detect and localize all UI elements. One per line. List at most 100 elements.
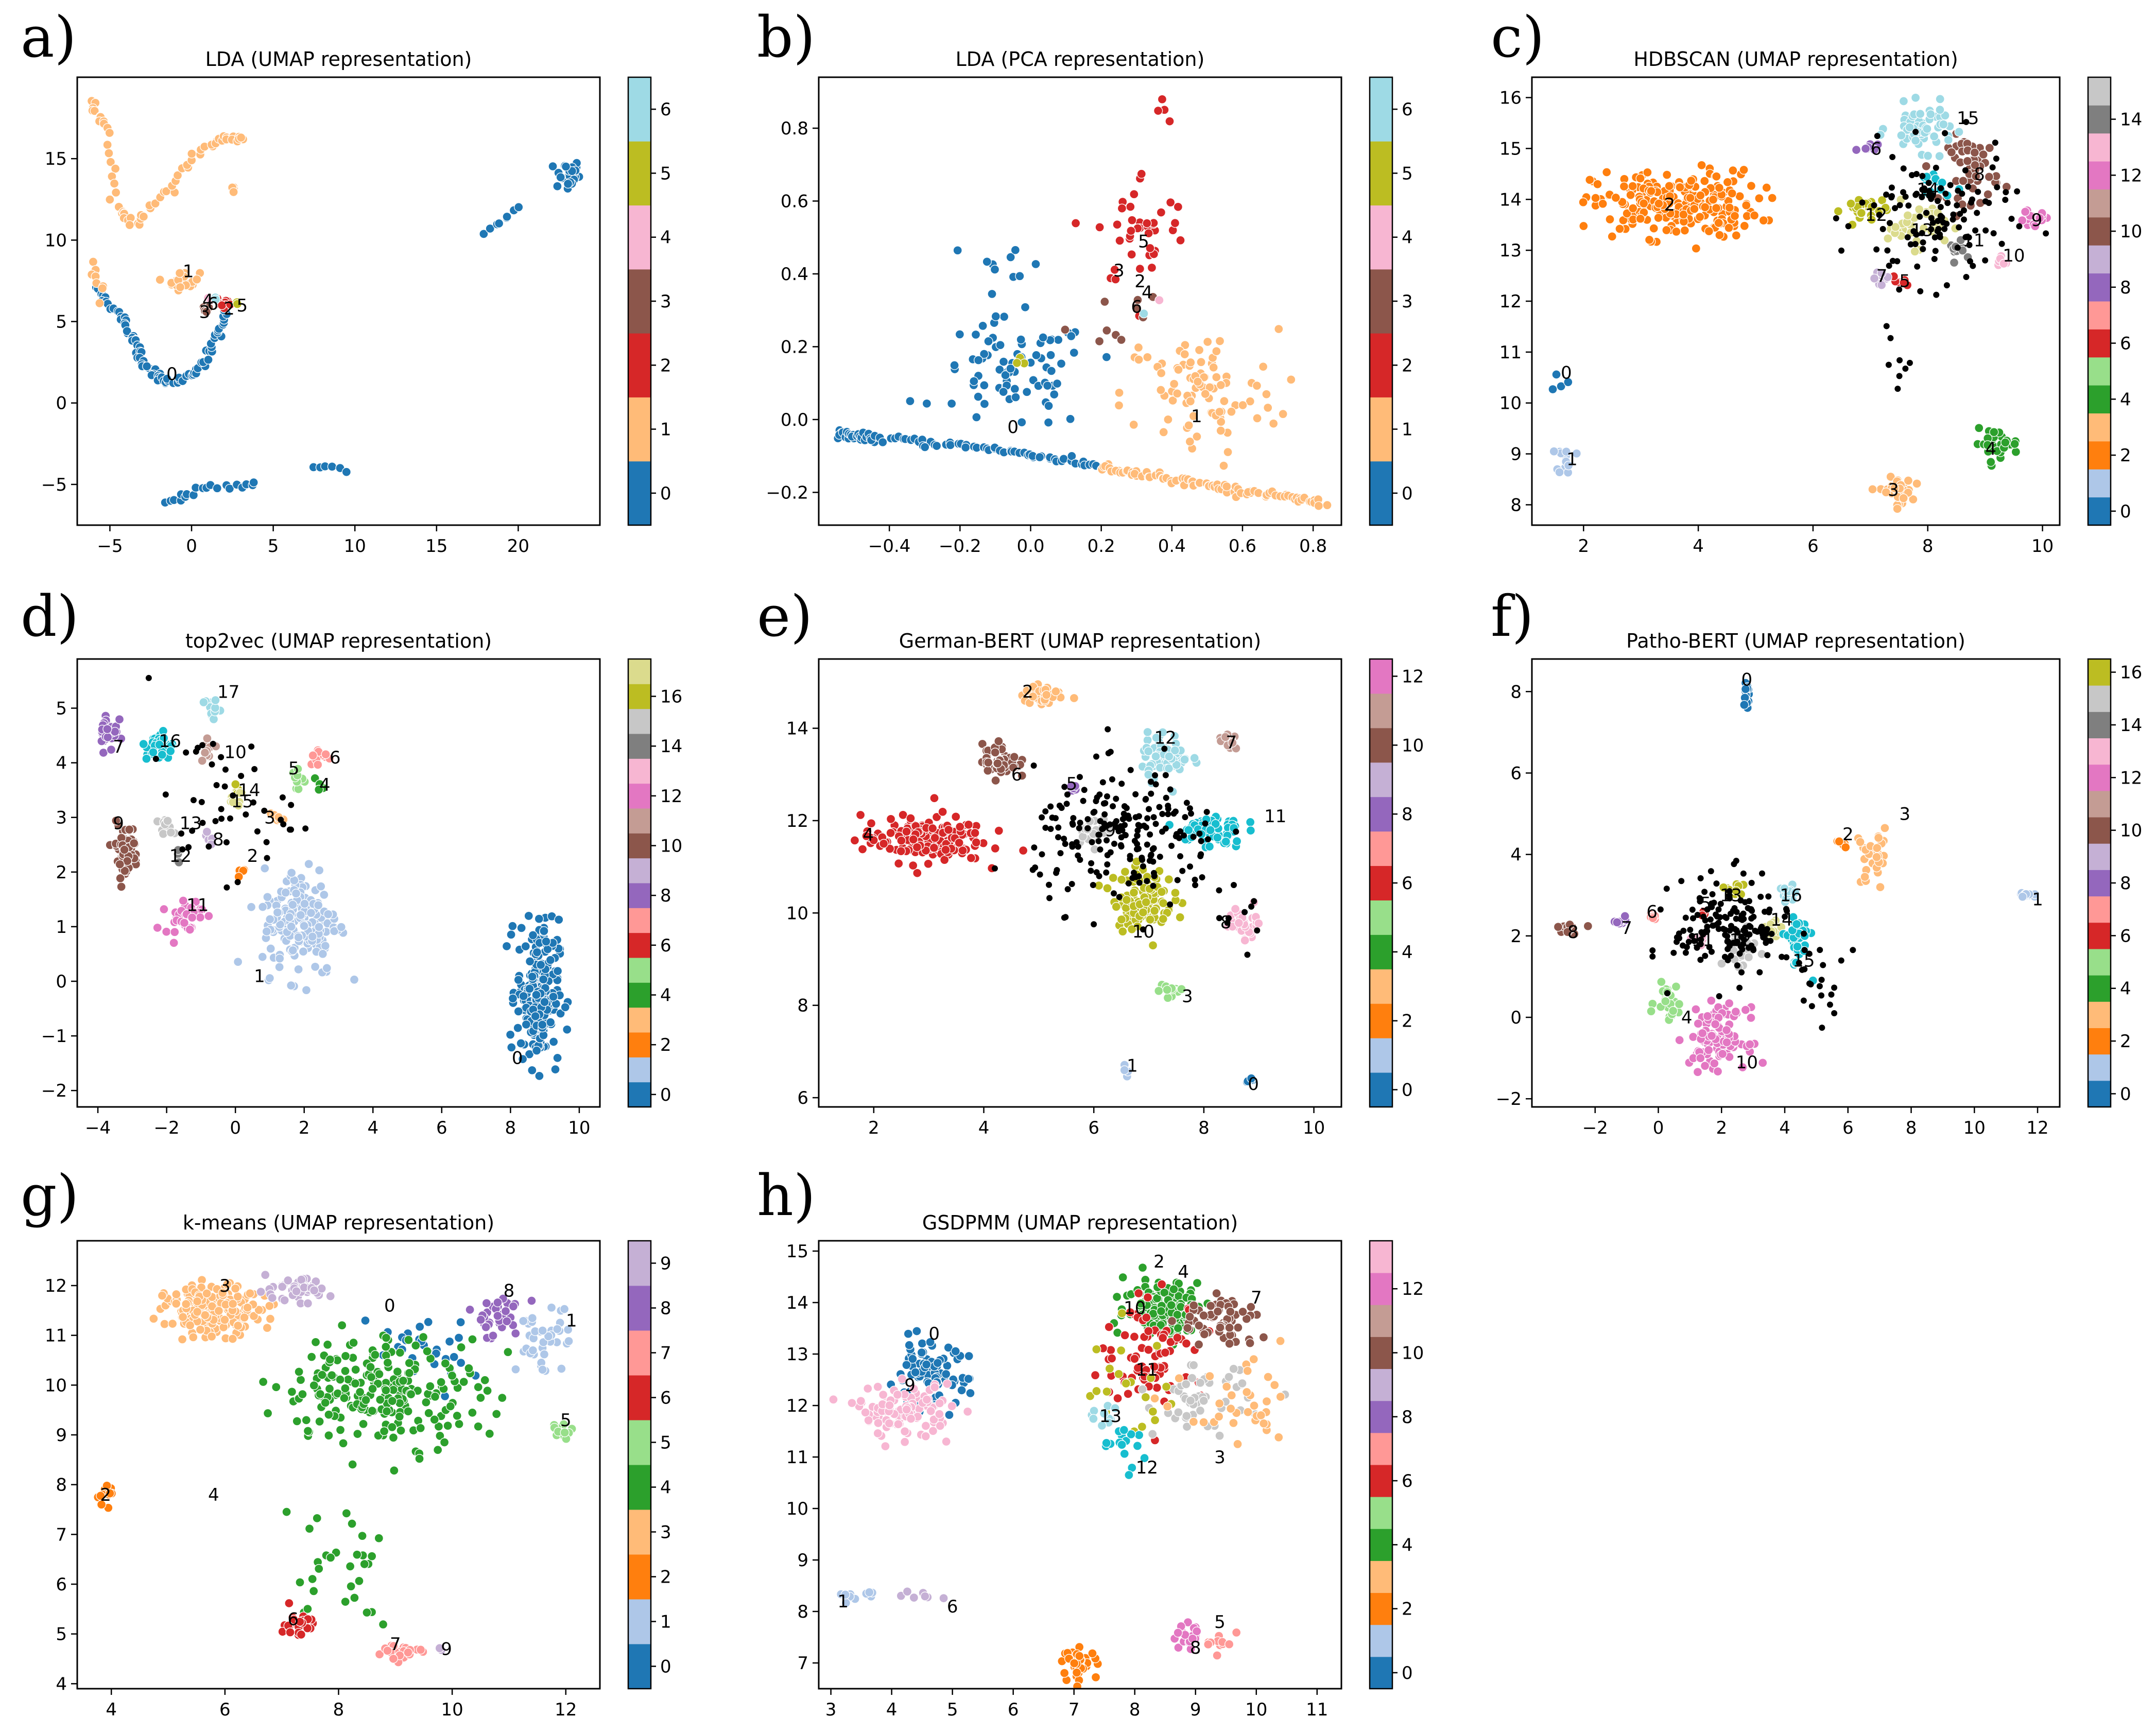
data-point bbox=[1728, 165, 1738, 176]
noise-point bbox=[288, 802, 295, 808]
data-point bbox=[506, 930, 516, 940]
colorbar-tick-label: 6 bbox=[1402, 99, 1413, 120]
colorbar-segment bbox=[628, 1082, 651, 1107]
data-point bbox=[1662, 170, 1672, 180]
data-point bbox=[1252, 413, 1262, 423]
data-point bbox=[473, 1382, 483, 1392]
data-point bbox=[439, 1437, 450, 1447]
noise-point bbox=[1932, 248, 1939, 254]
data-point bbox=[1051, 686, 1061, 697]
data-point bbox=[303, 1426, 313, 1436]
colorbar-segment bbox=[2088, 685, 2111, 712]
data-point bbox=[287, 1387, 297, 1397]
colorbar-tick-label: 6 bbox=[1402, 873, 1413, 894]
noise-point bbox=[1127, 856, 1133, 862]
data-point bbox=[95, 298, 105, 308]
data-point bbox=[1015, 271, 1025, 281]
colorbar-segment bbox=[1370, 77, 1392, 142]
data-point bbox=[349, 975, 359, 984]
data-point bbox=[1091, 1672, 1101, 1682]
data-point bbox=[157, 1291, 167, 1300]
data-point bbox=[991, 311, 1001, 321]
noise-point bbox=[1697, 875, 1704, 881]
data-point bbox=[1674, 999, 1684, 1009]
data-point bbox=[1643, 167, 1652, 178]
data-point bbox=[166, 827, 176, 838]
noise-point bbox=[1914, 263, 1921, 270]
data-point bbox=[1163, 993, 1173, 1003]
noise-point bbox=[1974, 210, 1980, 216]
data-point bbox=[1010, 384, 1020, 394]
noise-point bbox=[1947, 182, 1954, 188]
noise-point bbox=[1125, 880, 1132, 887]
noise-point bbox=[1091, 921, 1097, 928]
noise-point bbox=[1889, 257, 1896, 264]
data-point bbox=[1745, 1039, 1755, 1049]
data-point bbox=[1922, 124, 1932, 134]
data-point bbox=[1269, 419, 1279, 428]
noise-point bbox=[1172, 833, 1179, 840]
data-point bbox=[297, 1275, 306, 1285]
noise-point bbox=[1756, 969, 1763, 976]
noise-point bbox=[1122, 814, 1128, 821]
data-point bbox=[1166, 198, 1176, 207]
noise-point bbox=[1746, 898, 1752, 905]
data-point bbox=[319, 890, 329, 900]
data-point bbox=[272, 908, 283, 917]
x-tick-label: 6 bbox=[1088, 1118, 1099, 1138]
data-point bbox=[315, 1416, 324, 1427]
data-point bbox=[994, 826, 1004, 836]
data-point bbox=[1138, 908, 1148, 917]
data-point bbox=[1724, 223, 1734, 233]
cluster-label: 3 bbox=[1888, 480, 1899, 500]
data-point bbox=[1923, 151, 1933, 161]
data-point bbox=[381, 1385, 391, 1395]
cluster-label: 1 bbox=[183, 261, 194, 282]
noise-point bbox=[1090, 882, 1096, 889]
data-point bbox=[1122, 895, 1132, 905]
data-point bbox=[938, 807, 947, 817]
cluster-label: 13 bbox=[180, 813, 202, 834]
data-point bbox=[1664, 181, 1674, 191]
colorbar-segment bbox=[628, 958, 651, 983]
data-point bbox=[265, 1301, 274, 1311]
noise-point bbox=[1950, 211, 1957, 218]
data-point bbox=[1758, 1058, 1768, 1068]
noise-point bbox=[1119, 827, 1126, 834]
data-point bbox=[998, 357, 1009, 367]
data-point bbox=[879, 839, 889, 848]
data-point bbox=[1067, 451, 1077, 461]
data-point bbox=[518, 1054, 528, 1064]
data-point bbox=[502, 1316, 512, 1326]
noise-point bbox=[1052, 815, 1059, 822]
data-point bbox=[179, 918, 189, 928]
data-point bbox=[519, 1316, 528, 1326]
noise-point bbox=[1960, 207, 1967, 214]
x-tick-label: 8 bbox=[1906, 1118, 1917, 1138]
noise-point bbox=[1029, 866, 1036, 873]
noise-point bbox=[189, 827, 196, 834]
colorbar-tick-label: 2 bbox=[1402, 355, 1413, 376]
data-point bbox=[1170, 218, 1180, 228]
cluster-label: 15 bbox=[1792, 950, 1815, 971]
data-point bbox=[2010, 439, 2020, 449]
data-point bbox=[494, 218, 504, 229]
y-tick-label: 10 bbox=[45, 230, 67, 251]
y-tick-label: 4 bbox=[56, 1674, 67, 1694]
colorbar-segment bbox=[628, 734, 651, 759]
colorbar-segment bbox=[628, 461, 651, 526]
noise-point bbox=[1859, 199, 1866, 206]
data-point bbox=[211, 695, 220, 705]
data-point bbox=[258, 1377, 268, 1387]
data-point bbox=[1071, 218, 1081, 228]
data-point bbox=[433, 1445, 443, 1455]
noise-point bbox=[1913, 170, 1920, 177]
noise-point bbox=[991, 865, 998, 872]
cluster-label: 5 bbox=[1138, 231, 1149, 252]
data-point bbox=[1262, 389, 1271, 399]
data-point bbox=[115, 859, 125, 869]
noise-point bbox=[1111, 840, 1117, 847]
noise-point bbox=[1076, 774, 1083, 781]
noise-point bbox=[1093, 869, 1100, 876]
